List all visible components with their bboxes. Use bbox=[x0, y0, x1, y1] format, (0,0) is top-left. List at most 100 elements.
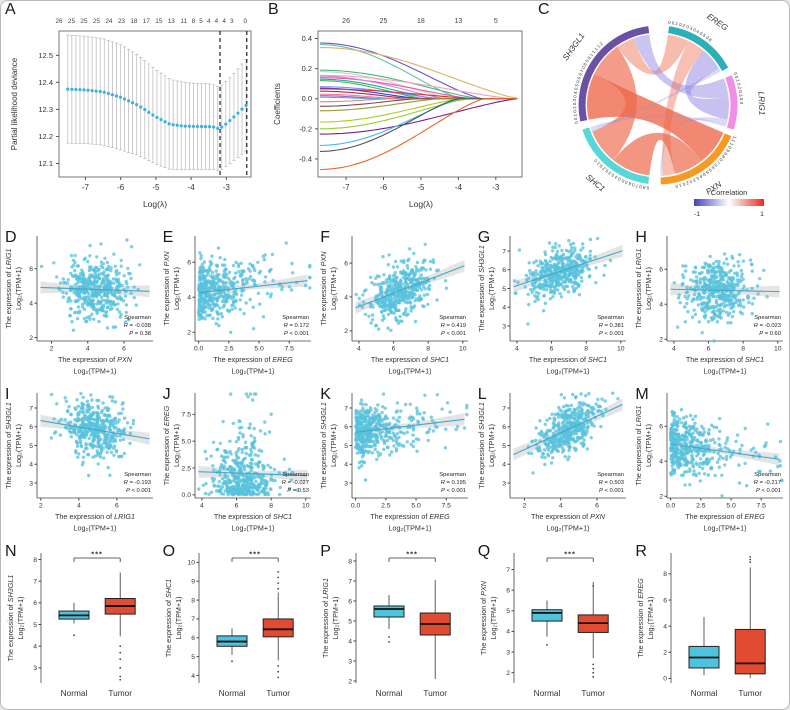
svg-text:7.5: 7.5 bbox=[181, 412, 191, 419]
svg-text:R = -0.027: R = -0.027 bbox=[281, 480, 308, 486]
svg-text:11: 11 bbox=[180, 18, 187, 25]
svg-text:0.2: 0.2 bbox=[302, 64, 312, 73]
svg-text:5.0: 5.0 bbox=[254, 346, 264, 353]
panel-o: O 4 5 6 7 8 9 10 Normal Tumor *** The expression o… bbox=[159, 543, 317, 709]
svg-text:12.1: 12.1 bbox=[38, 159, 53, 168]
svg-text:6: 6 bbox=[660, 267, 664, 274]
svg-text:25: 25 bbox=[93, 18, 101, 25]
svg-text:8: 8 bbox=[742, 346, 746, 353]
svg-text:3: 3 bbox=[502, 480, 506, 487]
svg-text:4: 4 bbox=[187, 295, 191, 302]
svg-text:Log₂(TPM+1): Log₂(TPM+1) bbox=[74, 524, 117, 533]
svg-text:15: 15 bbox=[155, 18, 163, 25]
panel-f-label: F bbox=[320, 229, 331, 246]
svg-text:-4: -4 bbox=[455, 183, 463, 192]
svg-text:18: 18 bbox=[130, 18, 138, 25]
svg-text:3: 3 bbox=[33, 665, 37, 672]
svg-text:The expression of PXN: The expression of PXN bbox=[319, 251, 328, 326]
svg-text:13: 13 bbox=[454, 18, 462, 25]
svg-text:4: 4 bbox=[29, 462, 33, 469]
svg-text:Tumor: Tumor bbox=[108, 688, 132, 698]
panel-i-chart: 3 4 5 6 7 2 4 6 Spearman R = -0.193 P < 0.001 The e… bbox=[1, 386, 159, 543]
svg-text:0.0: 0.0 bbox=[193, 346, 203, 353]
svg-text:9: 9 bbox=[191, 579, 195, 586]
scatter-svg: 3 4 5 6 7 4 6 8 10 Spearman R = 0.381 P < 0.001 The … bbox=[477, 236, 626, 376]
svg-text:The expression of SH3GL1: The expression of SH3GL1 bbox=[319, 402, 328, 489]
panel-f-chart: 2 4 6 4 6 8 10 Spearman R = 0.419 P < 0.001 The ex… bbox=[316, 229, 474, 386]
svg-text:P = 0.60: P = 0.60 bbox=[760, 331, 782, 337]
scatter-svg: 3 4 5 6 7 2 4 6 Spearman R = 0.503 P < 0.001 The ex… bbox=[477, 391, 626, 533]
svg-text:5: 5 bbox=[199, 18, 203, 25]
panel-g-label: G bbox=[477, 229, 491, 246]
svg-text:Log₂(TPM+1): Log₂(TPM+1) bbox=[546, 367, 589, 376]
svg-text:Log₂(TPM+1): Log₂(TPM+1) bbox=[231, 367, 274, 376]
svg-text:Log₂(TPM+1): Log₂(TPM+1) bbox=[389, 367, 432, 376]
svg-text:R = 0.172: R = 0.172 bbox=[283, 323, 308, 329]
panel-b-label: B bbox=[268, 1, 280, 18]
svg-text:2.5: 2.5 bbox=[181, 465, 191, 472]
scatter-svg: 2 4 6 4 6 8 10 Spearman R = -0.023 P = 0.60 The ex… bbox=[634, 236, 784, 376]
svg-text:R = -0.217: R = -0.217 bbox=[754, 480, 781, 486]
panel-c-label: C bbox=[538, 1, 551, 18]
svg-text:25: 25 bbox=[380, 18, 388, 25]
svg-text:2: 2 bbox=[522, 503, 526, 510]
svg-text:7.5: 7.5 bbox=[757, 503, 767, 510]
svg-text:7.5: 7.5 bbox=[442, 503, 452, 510]
svg-text:4: 4 bbox=[222, 18, 226, 25]
svg-text:6: 6 bbox=[115, 503, 119, 510]
svg-text:5: 5 bbox=[191, 654, 195, 661]
svg-text:Spearman: Spearman bbox=[124, 472, 151, 478]
svg-text:6: 6 bbox=[344, 424, 348, 431]
svg-text:3: 3 bbox=[344, 480, 348, 487]
svg-text:P < 0.001: P < 0.001 bbox=[284, 331, 309, 337]
scatter-svg: 0.0 2.5 5.0 7.5 4 6 8 10 Spearman R = -0.027 P = 0… bbox=[162, 392, 311, 533]
panel-e-chart: 2 4 6 0.0 2.5 5.0 7.5 Spearman R = 0.172 P < 0.00… bbox=[159, 229, 317, 386]
svg-text:1: 1 bbox=[760, 211, 764, 218]
svg-text:6: 6 bbox=[549, 346, 553, 353]
panel-j-label: J bbox=[162, 386, 172, 403]
panel-n: N 3 4 5 6 7 8 Normal Tumor *** The expression of … bbox=[1, 543, 159, 709]
svg-text:10: 10 bbox=[774, 346, 782, 353]
svg-text:The expression of SHC1: The expression of SHC1 bbox=[686, 355, 764, 364]
panel-b: B 26 25 18 13 5 -0.4 -0.2 0.0 0.2 0.4 -7 -6 -5 -4 -3 Lo… bbox=[264, 1, 534, 229]
svg-text:7: 7 bbox=[344, 405, 348, 412]
svg-text:26: 26 bbox=[55, 18, 63, 25]
scatter-svg: 3 4 5 6 7 2 4 6 Spearman R = -0.193 P < 0.001 The e… bbox=[4, 391, 153, 533]
svg-text:6: 6 bbox=[348, 598, 352, 605]
box-svg: 3 4 5 6 7 8 Normal Tumor *** The expression of SH… bbox=[6, 550, 136, 698]
svg-text:The expression of LRIG1: The expression of LRIG1 bbox=[634, 249, 643, 329]
svg-text:-3: -3 bbox=[492, 183, 500, 192]
svg-text:SHC1: SHC1 bbox=[584, 173, 607, 194]
svg-text:P < 0.001: P < 0.001 bbox=[441, 488, 466, 494]
svg-text:Tumor: Tumor bbox=[266, 688, 290, 698]
svg-text:6: 6 bbox=[344, 260, 348, 267]
svg-text:The expression of LRIG1: The expression of LRIG1 bbox=[634, 406, 643, 486]
svg-text:Log(λ): Log(λ) bbox=[409, 199, 433, 209]
svg-text:Log₂(TPM+1): Log₂(TPM+1) bbox=[172, 424, 181, 467]
svg-text:0.4: 0.4 bbox=[302, 34, 312, 43]
panel-m-chart: 2 4 6 0.0 2.5 5.0 7.5 Spearman R = -0.217 P < 0.0… bbox=[631, 386, 789, 543]
panel-q: Q 2 3 4 5 6 7 Normal Tumor *** The expression of … bbox=[474, 543, 632, 709]
svg-text:24: 24 bbox=[105, 18, 113, 25]
panel-p: P 2 3 4 5 6 7 8 Normal Tumor *** The expression of… bbox=[316, 543, 474, 709]
svg-text:Log(λ): Log(λ) bbox=[143, 199, 167, 209]
panel-r-label: R bbox=[635, 543, 648, 560]
svg-text:12.5: 12.5 bbox=[38, 51, 53, 60]
svg-text:-5: -5 bbox=[417, 183, 425, 192]
svg-text:8: 8 bbox=[269, 503, 273, 510]
svg-text:8: 8 bbox=[348, 558, 352, 565]
svg-text:R = 0.381: R = 0.381 bbox=[598, 323, 623, 329]
svg-text:4: 4 bbox=[357, 346, 361, 353]
svg-text:7: 7 bbox=[502, 248, 506, 255]
svg-text:Correlation: Correlation bbox=[711, 188, 748, 197]
svg-text:6: 6 bbox=[660, 424, 664, 431]
svg-text:2: 2 bbox=[660, 337, 664, 344]
svg-text:P < 0.001: P < 0.001 bbox=[756, 488, 781, 494]
svg-text:10: 10 bbox=[459, 346, 467, 353]
svg-text:The expression of SHC1: The expression of SHC1 bbox=[213, 512, 291, 521]
panel-r-chart: 0 2 4 6 8 Normal Tumor The expression of EREG Lo… bbox=[631, 543, 789, 709]
svg-text:Log₂(TPM+1): Log₂(TPM+1) bbox=[644, 424, 653, 467]
svg-text:Spearman: Spearman bbox=[439, 472, 466, 478]
svg-text:6: 6 bbox=[502, 267, 506, 274]
